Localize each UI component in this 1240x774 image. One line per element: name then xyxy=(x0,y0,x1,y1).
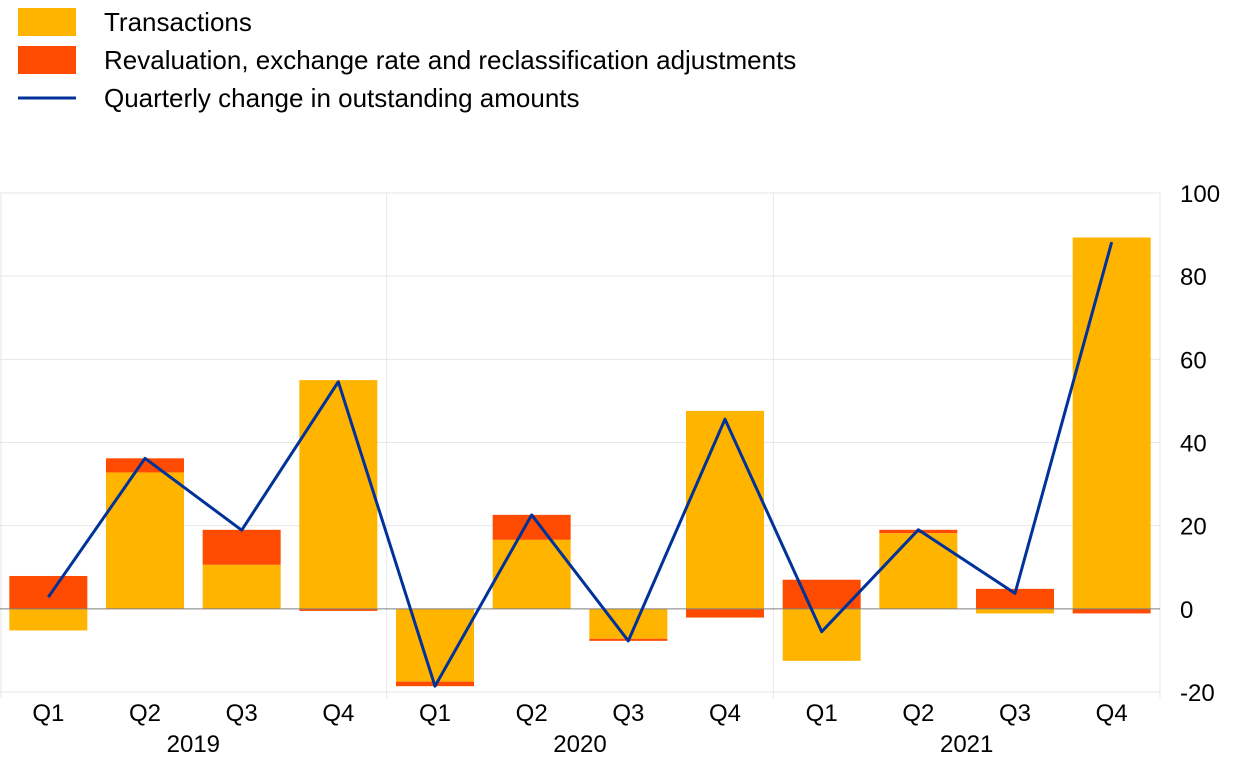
y-tick-label: 20 xyxy=(1180,514,1207,541)
bar-transactions xyxy=(202,564,281,609)
x-tick-label: Q3 xyxy=(999,700,1031,727)
y-axis: 100 80 60 40 20 0 -20 xyxy=(1180,181,1220,707)
legend-swatch xyxy=(18,8,76,36)
x-tick-label: Q1 xyxy=(806,700,838,727)
y-tick-label: 60 xyxy=(1180,347,1207,374)
legend-label: Revaluation, exchange rate and reclassif… xyxy=(104,45,796,75)
x-axis: Q1 Q2 Q3 Q4 Q1 Q2 Q3 Q4 Q1 Q2 Q3 Q4 2019 2020 2021 xyxy=(32,700,1127,758)
bar-adjustments xyxy=(106,458,184,473)
x-tick-label: Q2 xyxy=(516,700,548,727)
x-tick-label: Q1 xyxy=(419,700,451,727)
bar-adjustments xyxy=(202,529,281,565)
legend-label: Transactions xyxy=(104,7,252,37)
gridlines xyxy=(0,192,1161,698)
bar-adjustments xyxy=(976,588,1054,609)
x-tick-label: Q4 xyxy=(709,700,741,727)
series-line-quarterly-change xyxy=(47,241,1114,688)
bar-transactions xyxy=(106,472,184,609)
y-tick-label: 80 xyxy=(1180,264,1207,291)
bar-transactions xyxy=(1072,237,1151,609)
x-tick-label: Q2 xyxy=(129,700,161,727)
y-tick-label: 40 xyxy=(1180,431,1207,458)
bar-adjustments xyxy=(299,608,378,611)
bar-transactions xyxy=(589,608,668,639)
x-tick-label: Q3 xyxy=(226,700,258,727)
bar-transactions xyxy=(976,608,1054,614)
bar-adjustments xyxy=(492,514,571,540)
x-tick-label: Q2 xyxy=(902,700,934,727)
bar-adjustments xyxy=(686,608,764,618)
x-year-label: 2019 xyxy=(167,731,220,758)
y-tick-label: 0 xyxy=(1180,597,1193,624)
bar-transactions xyxy=(879,533,958,609)
bar-transactions xyxy=(396,608,474,682)
y-tick-label: -20 xyxy=(1180,680,1215,707)
bar-transactions xyxy=(492,539,571,609)
bar-adjustments xyxy=(1072,608,1151,614)
bar-transactions xyxy=(9,608,88,631)
x-tick-label: Q1 xyxy=(32,700,64,727)
series-line-group xyxy=(47,241,1114,688)
bars xyxy=(9,237,1151,687)
legend: Transactions Revaluation, exchange rate a… xyxy=(18,7,796,113)
legend-swatch xyxy=(18,46,76,74)
x-tick-label: Q4 xyxy=(322,700,354,727)
legend-label: Quarterly change in outstanding amounts xyxy=(104,83,580,113)
x-tick-label: Q4 xyxy=(1096,700,1128,727)
bar-transactions xyxy=(299,380,378,609)
x-tick-label: Q3 xyxy=(612,700,644,727)
x-year-label: 2021 xyxy=(940,731,993,758)
y-tick-label: 100 xyxy=(1180,181,1220,208)
x-year-label: 2020 xyxy=(553,731,606,758)
bar-transactions xyxy=(686,410,764,609)
bar-transactions xyxy=(782,608,861,661)
bar-adjustments xyxy=(9,575,88,609)
